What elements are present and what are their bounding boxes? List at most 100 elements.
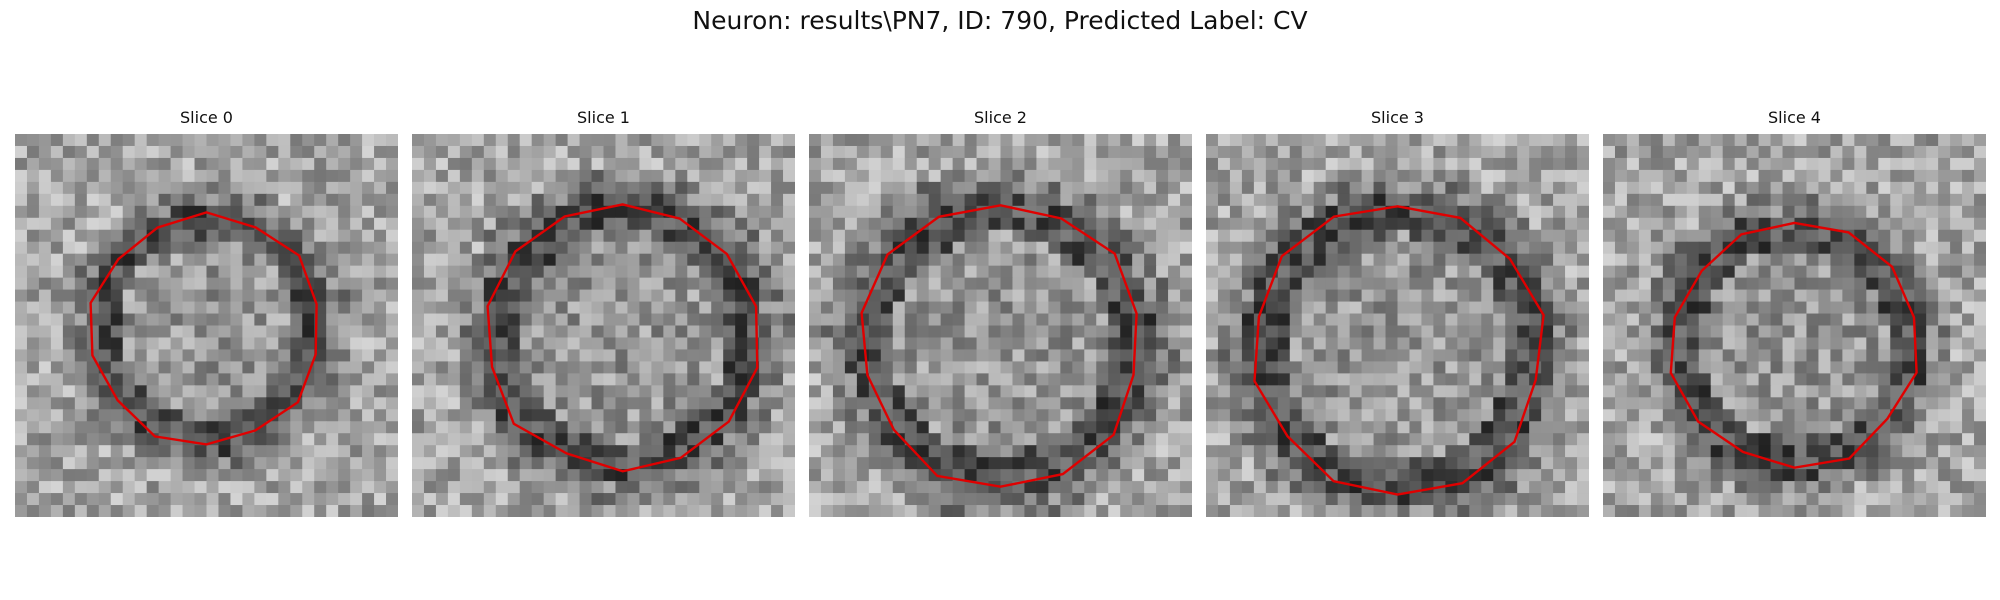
pixel: [1662, 265, 1676, 279]
pixel: [687, 241, 700, 255]
pixel: [266, 301, 279, 315]
pixel: [1229, 145, 1243, 159]
pixel: [1662, 457, 1676, 470]
pixel: [435, 349, 449, 363]
pixel: [447, 181, 461, 195]
pixel: [1698, 385, 1712, 398]
pixel: [711, 205, 724, 219]
pixel: [1409, 421, 1423, 434]
pixel: [230, 265, 244, 279]
pixel: [326, 277, 339, 291]
pixel: [771, 253, 784, 267]
pixel: [711, 469, 724, 482]
pixel: [362, 325, 375, 339]
pixel: [868, 457, 882, 470]
pixel: [338, 157, 351, 171]
pixel: [1902, 181, 1915, 195]
pixel: [1529, 134, 1542, 147]
pixel: [1686, 181, 1700, 195]
pixel: [699, 397, 712, 410]
pixel: [964, 337, 978, 351]
pixel: [218, 481, 232, 494]
pixel: [1722, 301, 1736, 315]
pixel: [928, 457, 942, 470]
pixel: [964, 469, 978, 482]
pixel: [412, 433, 425, 446]
pixel: [579, 145, 593, 159]
pixel: [1553, 337, 1566, 351]
pixel: [1301, 253, 1315, 267]
pixel: [1036, 505, 1049, 517]
pixel: [1433, 277, 1446, 291]
pixel: [940, 385, 954, 398]
pixel: [278, 313, 291, 327]
pixel: [62, 397, 76, 410]
pixel: [1902, 241, 1915, 255]
pixel: [1746, 433, 1760, 446]
pixel: [98, 217, 112, 231]
pixel: [711, 481, 724, 494]
pixel: [1433, 289, 1446, 303]
pixel: [1878, 157, 1891, 171]
pixel: [1457, 134, 1470, 147]
pixel: [1722, 433, 1736, 446]
pixel: [471, 325, 485, 339]
pixel: [266, 134, 279, 147]
pixel: [230, 301, 244, 315]
pixel: [735, 205, 748, 219]
pixel: [1373, 469, 1387, 482]
pixel: [350, 289, 363, 303]
pixel: [483, 313, 497, 327]
pixel: [1265, 421, 1279, 434]
pixel: [1084, 289, 1097, 303]
pixel: [1385, 241, 1399, 255]
pixel: [1144, 421, 1157, 434]
pixel: [1626, 313, 1640, 327]
pixel: [423, 134, 437, 147]
pixel: [1144, 217, 1157, 231]
pixel: [627, 385, 641, 398]
pixel: [1144, 481, 1157, 494]
pixel: [988, 469, 1002, 482]
pixel: [1614, 145, 1628, 159]
pixel: [1108, 313, 1121, 327]
pixel: [603, 217, 617, 231]
pixel: [1000, 301, 1014, 315]
pixel: [1698, 313, 1712, 327]
pixel: [412, 301, 425, 315]
pixel: [1842, 385, 1855, 398]
pixel: [1217, 181, 1231, 195]
pixel: [1577, 397, 1589, 410]
pixel: [38, 373, 52, 386]
pixel: [1206, 157, 1219, 171]
pixel: [868, 349, 882, 363]
pixel: [386, 313, 398, 327]
pixel: [591, 469, 605, 482]
pixel: [519, 157, 533, 171]
pixel: [1890, 217, 1903, 231]
pixel: [338, 229, 351, 243]
pixel: [663, 409, 676, 422]
pixel: [1866, 241, 1879, 255]
pixel: [194, 457, 208, 470]
pixel: [1974, 445, 1986, 458]
pixel: [747, 397, 760, 410]
pixel: [1842, 217, 1855, 231]
pixel: [1229, 205, 1243, 219]
pixel: [26, 445, 40, 458]
pixel: [1457, 217, 1470, 231]
pixel: [62, 325, 76, 339]
pixel: [1457, 205, 1470, 219]
pixel: [1156, 457, 1169, 470]
pixel: [423, 181, 437, 195]
pixel: [374, 361, 387, 374]
pixel: [302, 193, 315, 207]
pixel: [338, 337, 351, 351]
pixel: [1241, 337, 1255, 351]
pixel: [639, 469, 652, 482]
pixel: [1577, 313, 1589, 327]
pixel: [809, 169, 822, 183]
pixel: [988, 289, 1002, 303]
pixel: [555, 469, 569, 482]
pixel: [988, 253, 1002, 267]
